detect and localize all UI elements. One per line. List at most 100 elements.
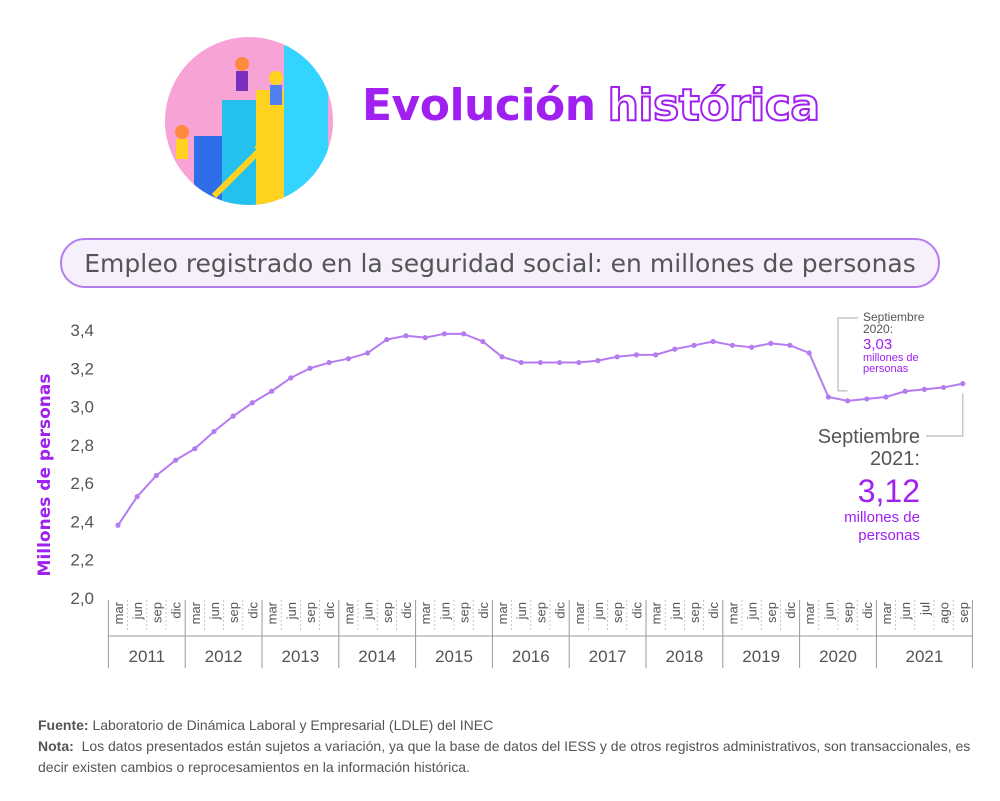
data-point (211, 428, 217, 435)
data-point (749, 344, 755, 350)
x-month-label: jun (130, 602, 145, 620)
x-month-label: jun (668, 602, 683, 620)
x-month-label: mar (495, 601, 510, 624)
data-point (672, 346, 678, 352)
data-point (614, 354, 620, 360)
x-month-label: dic (399, 602, 414, 619)
x-year-label: 2016 (512, 647, 550, 666)
data-point (403, 333, 409, 339)
x-month-label: sep (226, 602, 241, 623)
footer: Fuente: Laboratorio de Dinámica Laboral … (38, 715, 978, 778)
x-month-label: mar (649, 601, 664, 624)
data-point (902, 388, 908, 394)
x-year-label: 2017 (589, 647, 627, 666)
x-month-label: jun (284, 602, 299, 620)
y-tick-label: 2,8 (70, 436, 94, 455)
x-month-label: sep (303, 602, 318, 623)
annotation-2020-leader (837, 317, 858, 392)
data-point (960, 381, 966, 387)
annotation-2020-line1: Septiembre (863, 310, 925, 324)
data-point (307, 365, 313, 371)
y-tick-label: 3,0 (70, 398, 94, 417)
data-point (441, 331, 447, 337)
data-point (269, 388, 275, 394)
data-point (153, 472, 159, 479)
x-month-label: jun (207, 602, 222, 620)
data-point (461, 331, 467, 337)
data-point (365, 350, 371, 356)
data-point (941, 384, 947, 391)
x-month-label: dic (322, 602, 337, 619)
data-point (691, 342, 697, 348)
source-label: Fuente: (38, 717, 89, 733)
x-month-label: jun (745, 602, 760, 620)
y-tick-label: 2,6 (70, 474, 94, 493)
data-point (576, 359, 582, 366)
employment-line-chart: Millones de personas 2,0 2,2 2,4 2,6 2,8 3,0 3,… (35, 310, 973, 668)
x-year-label: 2021 (905, 647, 943, 666)
x-month-label: mar (188, 601, 203, 624)
data-point (499, 354, 505, 360)
x-year-label: 2018 (665, 647, 703, 666)
annotation-2021-line1: Septiembre (818, 426, 920, 448)
data-point (326, 359, 332, 366)
data-point (921, 386, 928, 392)
x-month-label: sep (380, 602, 395, 623)
annotation-2020-value: 3,03 (863, 336, 892, 353)
data-point (845, 398, 851, 404)
annotation-2021-value: 3,12 (858, 473, 920, 509)
data-point (787, 342, 793, 348)
data-point (729, 342, 736, 348)
x-year-label: 2011 (129, 647, 166, 666)
y-axis-label: Millones de personas (35, 374, 55, 577)
y-tick-label: 3,2 (70, 359, 94, 378)
title-word-1: Evolución (362, 80, 596, 131)
x-month-label: dic (169, 602, 184, 619)
data-point (115, 522, 121, 528)
annotation-2021-unit1: millones de (844, 509, 920, 526)
chart-subtitle-text: Empleo registrado en la seguridad social… (84, 248, 916, 278)
data-point (864, 396, 870, 402)
note-line: Nota: Los datos presentados están sujeto… (38, 736, 978, 778)
x-month-label: sep (533, 602, 548, 623)
title-word-2: histórica (607, 79, 821, 132)
x-month-label: dic (553, 602, 568, 619)
annotation-2021-line2: 2021: (870, 448, 920, 470)
data-point (249, 400, 255, 406)
data-point (633, 352, 640, 358)
data-point (518, 359, 524, 366)
annotation-2021-unit2: personas (858, 527, 920, 544)
data-point (537, 359, 544, 366)
x-month-label: sep (457, 602, 472, 623)
x-month-label: sep (610, 602, 625, 623)
data-point (345, 356, 351, 362)
x-month-label: jun (898, 602, 913, 620)
note-text: Los datos presentados están sujetos a va… (38, 738, 971, 775)
x-year-label: 2015 (435, 647, 473, 666)
x-month-label: dic (245, 602, 260, 619)
data-point (422, 335, 428, 341)
data-point (710, 338, 716, 345)
y-tick-label: 2,2 (70, 551, 94, 570)
x-month-label: mar (418, 601, 433, 624)
y-tick-label: 2,4 (70, 512, 94, 531)
data-point (653, 352, 659, 358)
data-point (192, 446, 198, 452)
x-month-label: mar (572, 601, 587, 624)
data-point (557, 359, 563, 366)
chart-subtitle: Empleo registrado en la seguridad social… (60, 238, 940, 288)
data-point (883, 394, 889, 400)
source-text: Laboratorio de Dinámica Laboral y Empres… (92, 717, 494, 733)
page-title: Evolución histórica (362, 79, 821, 132)
data-point (288, 375, 294, 381)
x-year-label: 2020 (819, 647, 857, 666)
x-month-label: sep (764, 602, 779, 623)
x-month-label: dic (476, 602, 491, 619)
x-month-label: sep (956, 602, 971, 623)
x-month-label: mar (725, 601, 740, 624)
data-point (768, 340, 774, 346)
x-month-label: mar (111, 601, 126, 624)
data-point (595, 358, 601, 364)
annotation-2020-unit1: millones de (863, 352, 919, 364)
x-month-label: jun (361, 602, 376, 620)
